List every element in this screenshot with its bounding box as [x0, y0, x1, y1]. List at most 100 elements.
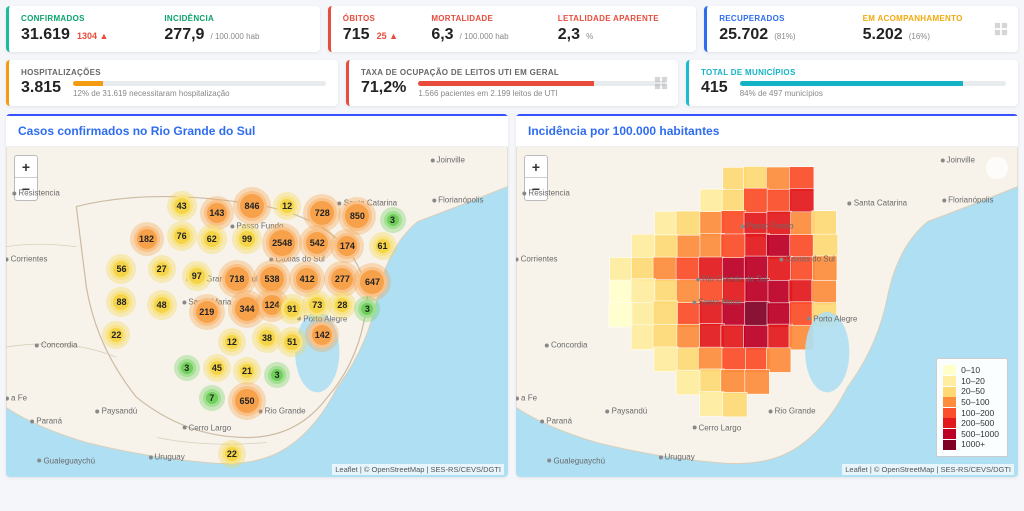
map-cluster[interactable]: 88	[110, 291, 132, 313]
map-cluster[interactable]: 538	[257, 264, 287, 294]
map-cluster[interactable]: 3	[384, 211, 402, 229]
table-icon[interactable]	[654, 76, 668, 90]
stat-acompanhamento: EM ACOMPANHAMENTO 5.202 (16%)	[863, 14, 1006, 44]
map-cluster[interactable]: 21	[237, 361, 257, 381]
legend-item: 50–100	[943, 397, 999, 408]
value: 2,3	[558, 26, 580, 43]
legend-label: 200–500	[961, 418, 994, 429]
map-cluster[interactable]: 22	[222, 444, 242, 464]
map-cluster[interactable]: 76	[171, 225, 193, 247]
map-cluster[interactable]: 143	[204, 200, 230, 226]
legend-swatch	[943, 429, 956, 439]
stat-confirmados: CONFIRMADOS 31.619 1304 ▲	[21, 14, 164, 44]
map-cluster[interactable]: 61	[373, 236, 393, 256]
map-cluster[interactable]: 73	[306, 294, 328, 316]
legend-swatch	[943, 365, 956, 375]
map-city-label: Rio Grande	[769, 407, 816, 416]
maps-row: Casos confirmados no Rio Grande do Sul +…	[6, 114, 1018, 477]
map-cluster[interactable]: 718	[222, 264, 252, 294]
map-cluster[interactable]: 647	[357, 267, 387, 297]
map-cluster[interactable]: 51	[281, 331, 303, 353]
map-cluster[interactable]: 28	[332, 295, 352, 315]
label: TAXA DE OCUPAÇÃO DE LEITOS UTI EM GERAL	[361, 68, 666, 77]
map-cluster[interactable]: 12	[222, 332, 242, 352]
value: 3.815	[21, 79, 61, 97]
map-cluster[interactable]: 38	[256, 327, 278, 349]
map-cluster[interactable]: 728	[307, 198, 337, 228]
map-city-label: Gualeguaychú	[37, 456, 95, 465]
map-city-label: Uruguay	[149, 453, 185, 462]
legend-item: 500–1000	[943, 429, 999, 440]
map-cluster[interactable]: 2548	[266, 227, 298, 259]
map-cluster[interactable]: 542	[303, 229, 331, 257]
map-canvas-left[interactable]: + − Leaflet | © OpenStreetMap | SES-RS/C…	[6, 147, 508, 477]
label: ÓBITOS	[343, 14, 432, 23]
map-cluster[interactable]: 12	[277, 196, 297, 216]
sub: 84% de 497 municípios	[740, 89, 1006, 98]
map-city-label: Concordia	[545, 341, 587, 350]
map-cluster[interactable]: 3	[268, 366, 286, 384]
sub: 12% de 31.619 necessitaram hospitalizaçã…	[73, 89, 326, 98]
stat-letalidade: LETALIDADE APARENTE 2,3 %	[558, 14, 684, 44]
map-cluster[interactable]: 91	[281, 298, 303, 320]
map-cluster[interactable]: 27	[152, 259, 172, 279]
map-cluster[interactable]: 846	[237, 191, 267, 221]
zoom-in-button[interactable]: +	[15, 156, 37, 178]
table-icon[interactable]	[994, 22, 1008, 36]
value: 71,2%	[361, 79, 406, 97]
zoom-in-button[interactable]: +	[525, 156, 547, 178]
stat-incidencia: INCIDÊNCIA 277,9 / 100.000 hab	[164, 14, 307, 44]
label: CONFIRMADOS	[21, 14, 164, 23]
map-cluster[interactable]: 650	[232, 386, 262, 416]
map-cluster[interactable]: 219	[193, 298, 221, 326]
card-hospitalizacoes: HOSPITALIZAÇÕES 3.815 12% de 31.619 nece…	[6, 60, 338, 106]
progress-bar	[740, 81, 1006, 86]
map-cluster[interactable]: 7	[203, 389, 221, 407]
top-stats-row: CONFIRMADOS 31.619 1304 ▲ INCIDÊNCIA 277…	[6, 6, 1018, 52]
value: 715	[343, 26, 370, 43]
stat-mortalidade: MORTALIDADE 6,3 / 100.000 hab	[431, 14, 557, 44]
map-canvas-right[interactable]: + − 0–1010–2020–5050–100100–200200–50050…	[516, 147, 1018, 477]
map-layers-button[interactable]	[986, 157, 1008, 179]
label: INCIDÊNCIA	[164, 14, 307, 23]
map-cluster[interactable]: 174	[334, 233, 360, 259]
map-cluster[interactable]: 182	[134, 226, 160, 252]
map-city-label: Paysandú	[606, 407, 648, 416]
map-legend: 0–1010–2020–5050–100100–200200–500500–10…	[936, 358, 1008, 457]
map-card-confirmados: Casos confirmados no Rio Grande do Sul +…	[6, 114, 508, 477]
map-city-label: Joinville	[431, 156, 465, 165]
map-cluster[interactable]: 142	[309, 322, 335, 348]
map-cluster[interactable]: 56	[110, 258, 132, 280]
card-uti: TAXA DE OCUPAÇÃO DE LEITOS UTI EM GERAL …	[346, 60, 678, 106]
map-city-label: Corrientes	[6, 255, 48, 264]
map-city-label: Resistencia	[12, 189, 59, 198]
map-cluster[interactable]: 45	[207, 358, 227, 378]
legend-label: 500–1000	[961, 429, 999, 440]
map-cluster[interactable]: 22	[106, 325, 126, 345]
map-city-label: Florianópolis	[942, 195, 993, 204]
map-cluster[interactable]: 3	[178, 359, 196, 377]
map-cluster[interactable]: 850	[342, 201, 372, 231]
map-cluster[interactable]: 3	[358, 300, 376, 318]
map-cluster[interactable]: 97	[186, 265, 208, 287]
map-cluster[interactable]: 48	[151, 294, 173, 316]
legend-swatch	[943, 408, 956, 418]
map-cluster[interactable]: 344	[232, 294, 262, 324]
legend-item: 100–200	[943, 408, 999, 419]
delta: 25 ▲	[377, 31, 398, 41]
map-city-label: a Fe	[6, 393, 27, 402]
legend-label: 50–100	[961, 397, 989, 408]
map-cluster[interactable]: 412	[293, 265, 321, 293]
value: 25.702	[719, 26, 768, 43]
delta: 1304 ▲	[77, 31, 108, 41]
card-recuperados: RECUPERADOS 25.702 (81%) EM ACOMPANHAMEN…	[704, 6, 1018, 52]
legend-label: 1000+	[961, 439, 985, 450]
map-cluster[interactable]: 43	[171, 195, 193, 217]
label: MORTALIDADE	[431, 14, 557, 23]
map-cluster[interactable]: 277	[328, 265, 356, 293]
map-city-label: Uruguay	[659, 453, 695, 462]
map-cluster[interactable]: 62	[201, 228, 223, 250]
map-cluster[interactable]: 99	[236, 228, 258, 250]
map-city-label: Paysandú	[96, 407, 138, 416]
value: 31.619	[21, 26, 70, 43]
